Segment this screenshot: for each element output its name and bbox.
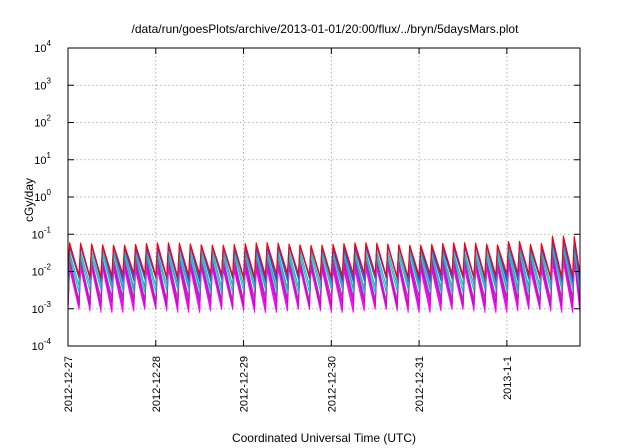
y-tick-labels: 10-4 10-3 10-2 10-1 100 101 102 103 104 (32, 39, 52, 353)
x-tick-label: 2012-12-28 (151, 356, 163, 412)
y-tick-label: 103 (34, 76, 51, 92)
x-tick-label: 2012-12-29 (239, 356, 251, 412)
ticks (67, 47, 580, 347)
x-tick-label: 2012-12-30 (326, 356, 338, 412)
y-tick-label: 10-4 (32, 337, 52, 353)
y-tick-label: 100 (34, 188, 51, 204)
y-tick-label: 10-1 (32, 225, 52, 241)
series-line (67, 235, 581, 278)
y-tick-label: 10-2 (32, 263, 52, 279)
x-tick-labels: 2012-12-27 2012-12-28 2012-12-29 2012-12-30… (63, 356, 514, 412)
series-layer (67, 235, 581, 313)
y-tick-label: 10-3 (32, 300, 52, 316)
x-tick-label: 2013-1-1 (502, 356, 514, 400)
y-axis-label: cGy/day (22, 178, 36, 222)
y-tick-label: 104 (34, 39, 51, 55)
chart-title: /data/run/goesPlots/archive/2013-01-01/2… (132, 22, 520, 36)
y-tick-label: 102 (34, 114, 51, 130)
x-tick-label: 2012-12-31 (414, 356, 426, 412)
y-tick-label: 101 (34, 151, 51, 167)
x-tick-label: 2012-12-27 (63, 356, 75, 412)
x-axis-label: Coordinated Universal Time (UTC) (232, 431, 416, 445)
